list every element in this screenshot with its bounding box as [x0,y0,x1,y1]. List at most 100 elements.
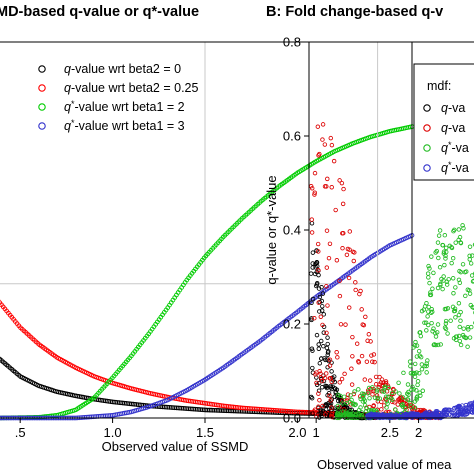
data-point [321,343,326,349]
data-point [365,338,370,344]
data-point [395,402,401,407]
data-point [429,254,434,259]
data-point [437,264,443,270]
data-point [449,409,454,415]
data-point [310,365,315,371]
data-point [470,279,474,284]
data-point [316,153,321,158]
data-point [442,262,447,268]
data-point [322,142,328,147]
legend-box [413,63,474,181]
data-point [427,266,432,271]
data-point [396,397,401,402]
data-point [334,350,339,355]
data-point [353,402,358,407]
data-point [324,385,330,391]
data-point [373,374,379,380]
data-point [356,359,361,364]
legend-symbol-1 [423,124,431,132]
data-point [335,403,341,409]
data-point [434,248,440,254]
data-point [359,307,364,312]
data-point [323,412,328,417]
data-point [353,287,358,293]
data-point [316,404,321,410]
legend-symbol-2 [423,144,431,152]
data-point [446,277,451,282]
data-point [329,405,334,410]
data-point [316,249,321,254]
data-point [425,314,430,319]
data-point [408,404,413,409]
legend-q: q [441,121,448,135]
data-point [314,380,319,386]
data-point [405,382,411,387]
data-point [336,412,342,417]
data-point [440,242,445,248]
data-point [456,312,462,318]
data-point [444,282,450,287]
legend-q: q [441,101,448,115]
data-point [385,394,391,399]
data-point [366,408,372,413]
data-point [415,378,421,384]
data-point [371,352,377,357]
data-point [318,371,323,376]
data-point [457,280,463,285]
data-point [405,397,411,402]
data-point [424,361,429,366]
data-point [428,310,434,316]
data-point [319,338,324,344]
data-point [359,353,365,359]
x-tick-label: 1.0 [104,425,122,440]
data-point [337,178,342,183]
data-point [459,406,464,412]
data-point [353,280,358,285]
data-point [418,333,424,339]
data-point [312,192,317,197]
data-point [427,280,432,286]
series-b-3 [365,399,474,421]
legend-symbol-0 [38,65,46,73]
data-point [320,304,325,309]
data-point [384,399,390,404]
data-point [342,371,347,377]
data-point [371,408,377,413]
data-point [309,230,315,235]
data-point [450,276,456,281]
data-point [425,271,431,276]
data-point [456,227,462,232]
data-point [418,354,424,360]
data-point [414,354,420,359]
data-point [447,243,452,249]
data-point [414,388,419,393]
data-point [348,393,353,398]
data-point [338,322,344,327]
data-point [375,387,380,392]
data-point [328,135,334,141]
data-point [437,228,443,233]
x-tick-label: 1 [313,425,320,440]
data-point [427,292,433,298]
data-point [426,263,431,269]
data-point [337,380,342,385]
panel-b-y-axis-label: q-value or q*-value [264,175,279,284]
data-point [335,355,340,360]
legend-q: q [441,141,448,155]
data-point [341,394,347,400]
data-point [463,402,469,408]
data-point [339,376,345,382]
data-point [438,282,443,288]
data-point [331,374,337,379]
data-point [408,363,413,369]
data-point [332,394,337,399]
data-point [312,170,318,176]
data-point [316,391,321,396]
data-point [312,190,318,195]
data-point [328,398,333,403]
data-point [374,414,379,420]
data-point [354,341,360,346]
legend-q: q [64,119,71,133]
data-point [425,322,431,328]
